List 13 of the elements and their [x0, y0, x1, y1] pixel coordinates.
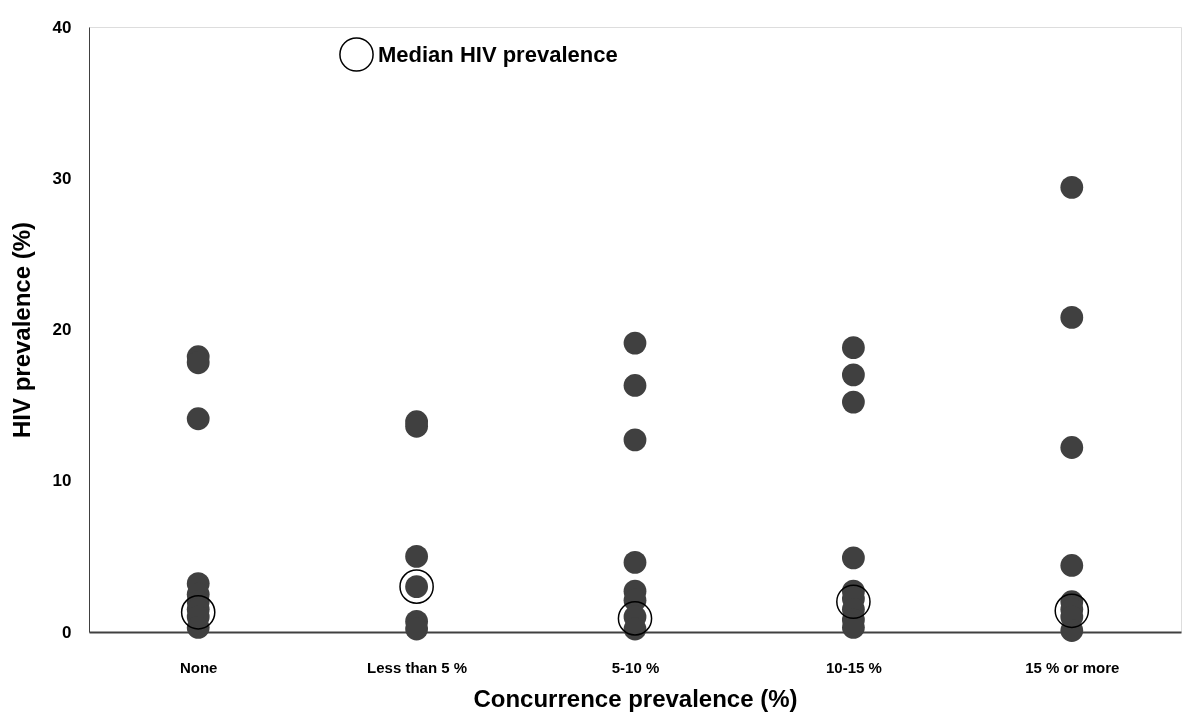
- y-tick-label: 0: [62, 622, 72, 642]
- x-tick-label: Less than 5 %: [367, 658, 468, 676]
- y-tick-label: 30: [52, 168, 72, 188]
- x-tick-label: 15 % or more: [1025, 658, 1120, 676]
- y-tick-label: 20: [52, 320, 72, 339]
- x-axis-title: Concurrence prevalence (%): [473, 684, 798, 712]
- x-tick-label: 10-15 %: [825, 658, 882, 676]
- x-tick-label: 5-10 %: [611, 658, 660, 676]
- y-axis-title: HIV prevalence (%): [7, 221, 35, 439]
- y-tick-label: 40: [52, 17, 72, 37]
- y-tick-label: 10: [52, 471, 72, 491]
- x-tick-label: None: [179, 658, 218, 676]
- legend-label: Median HIV prevalence: [378, 41, 618, 67]
